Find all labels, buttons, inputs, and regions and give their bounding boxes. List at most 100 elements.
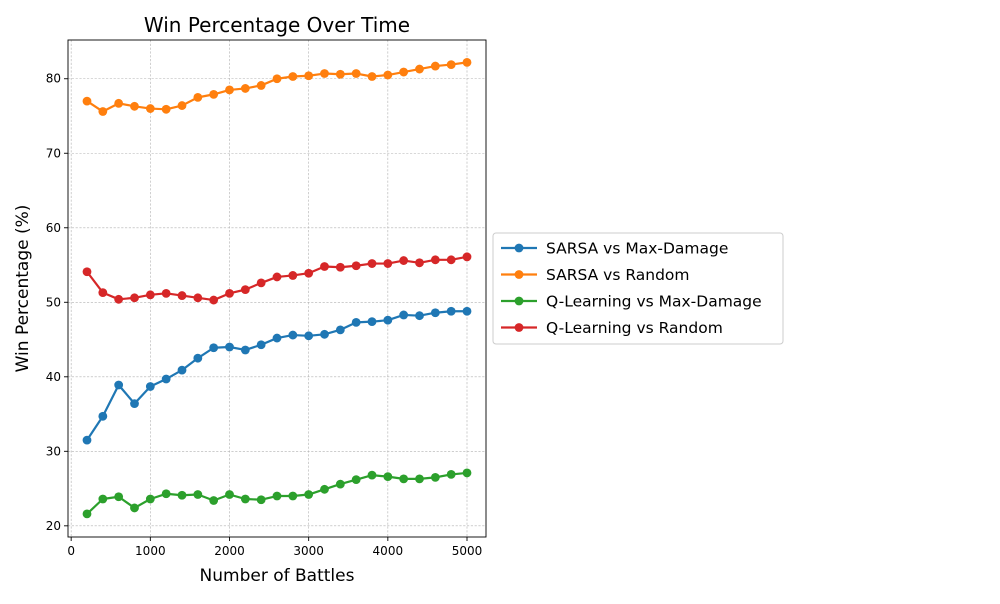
- data-point: [446, 470, 456, 479]
- legend-marker: [514, 243, 524, 253]
- data-point: [399, 67, 409, 77]
- legend-label: Q-Learning vs Max-Damage: [546, 293, 762, 311]
- data-point: [430, 308, 440, 318]
- data-point: [430, 472, 440, 482]
- series-layer: [82, 57, 472, 519]
- data-point: [177, 291, 187, 300]
- series-2: [82, 57, 472, 116]
- series-4: [82, 252, 472, 305]
- data-point: [320, 329, 329, 339]
- legend-item: SARSA vs Max-Damage: [501, 240, 728, 258]
- data-point: [240, 345, 250, 355]
- data-point: [145, 290, 155, 300]
- data-point: [193, 92, 203, 102]
- data-point: [272, 491, 282, 501]
- data-point: [351, 261, 361, 271]
- data-point: [161, 104, 171, 114]
- data-point: [193, 490, 203, 499]
- x-axis-title: Number of Battles: [200, 566, 355, 586]
- data-point: [446, 306, 456, 316]
- data-point: [177, 490, 187, 500]
- data-point: [335, 479, 345, 489]
- y-tick-label: 20: [46, 519, 61, 533]
- legend-marker: [514, 323, 524, 332]
- data-point: [399, 256, 409, 265]
- data-point: [240, 84, 250, 93]
- data-point: [161, 374, 171, 384]
- data-point: [335, 262, 345, 272]
- data-point: [225, 490, 234, 499]
- data-point: [351, 69, 361, 78]
- data-point: [193, 293, 203, 303]
- x-tick-label: 1000: [135, 544, 166, 558]
- data-point: [225, 288, 234, 298]
- data-point: [320, 262, 329, 271]
- x-tick-label: 0: [67, 544, 75, 558]
- x-tick-label: 4000: [373, 544, 404, 558]
- data-point: [383, 259, 393, 268]
- data-point: [225, 342, 234, 352]
- data-point: [145, 382, 155, 391]
- data-point: [98, 107, 108, 116]
- data-point: [130, 101, 139, 111]
- data-point: [367, 259, 377, 268]
- y-axis-title: Win Percentage (%): [13, 205, 33, 373]
- data-point: [415, 258, 424, 268]
- data-point: [82, 96, 92, 106]
- data-point: [415, 311, 424, 321]
- data-point: [209, 343, 219, 353]
- data-point: [446, 60, 456, 69]
- grid: [68, 40, 486, 537]
- data-point: [304, 71, 314, 81]
- data-point: [114, 492, 124, 502]
- data-point: [177, 101, 187, 110]
- data-point: [225, 85, 234, 95]
- data-point: [130, 293, 139, 303]
- y-tick-label: 60: [46, 221, 61, 235]
- legend-marker: [514, 270, 524, 279]
- data-point: [272, 333, 282, 343]
- data-point: [415, 64, 424, 74]
- series-3: [82, 468, 472, 519]
- data-point: [272, 74, 282, 84]
- data-point: [130, 503, 139, 513]
- data-point: [446, 255, 456, 265]
- y-tick-label: 50: [46, 295, 61, 309]
- data-point: [430, 255, 440, 265]
- data-point: [272, 272, 282, 282]
- data-point: [351, 475, 361, 485]
- data-point: [256, 495, 266, 505]
- data-point: [383, 472, 393, 482]
- data-point: [256, 278, 266, 288]
- x-tick-label: 2000: [214, 544, 245, 558]
- data-point: [383, 315, 393, 325]
- x-tick-label: 3000: [293, 544, 324, 558]
- data-point: [367, 317, 377, 327]
- data-point: [288, 72, 298, 81]
- data-point: [209, 295, 219, 305]
- legend-label: SARSA vs Random: [546, 266, 690, 284]
- data-point: [335, 69, 345, 79]
- data-point: [82, 267, 92, 277]
- data-point: [145, 104, 155, 113]
- y-tick-label: 70: [46, 146, 61, 160]
- data-point: [114, 98, 124, 108]
- data-point: [240, 494, 250, 504]
- data-point: [209, 89, 219, 99]
- series-line: [86, 310, 467, 441]
- data-point: [161, 489, 171, 499]
- data-point: [161, 288, 171, 298]
- legend-label: Q-Learning vs Random: [546, 319, 723, 337]
- y-tick-label: 80: [46, 72, 61, 86]
- x-tick-label: 5000: [452, 544, 483, 558]
- data-point: [320, 69, 329, 78]
- data-point: [145, 494, 155, 504]
- data-point: [114, 294, 124, 304]
- data-point: [288, 491, 298, 501]
- data-point: [256, 340, 266, 350]
- data-point: [462, 468, 472, 478]
- data-point: [177, 365, 187, 375]
- data-point: [288, 271, 298, 280]
- data-point: [304, 268, 314, 278]
